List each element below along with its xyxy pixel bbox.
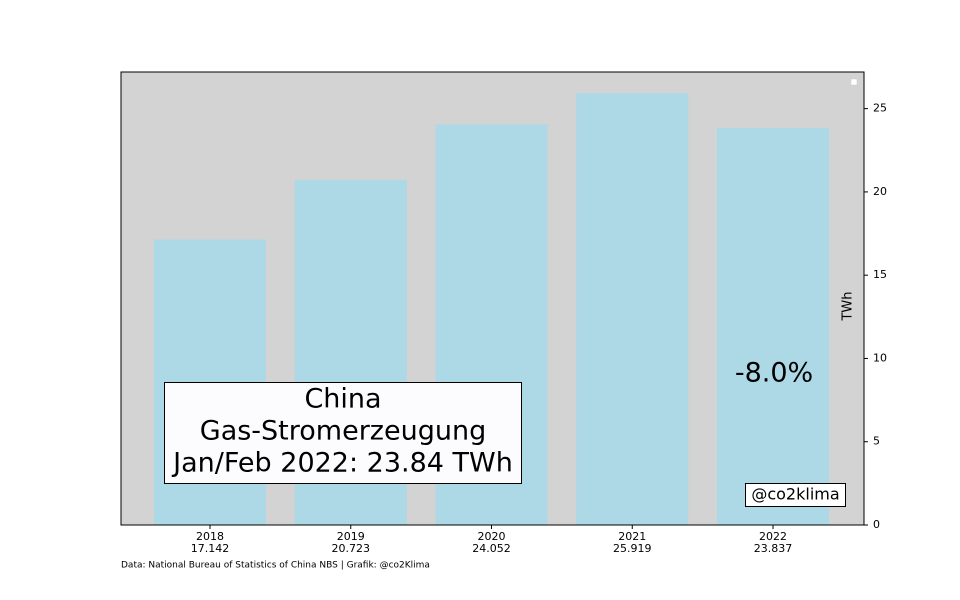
y-tick-label: 25 — [873, 102, 887, 115]
handle: @co2klima — [751, 485, 839, 504]
plot-frame — [120, 71, 865, 526]
y-tick-label: 5 — [873, 435, 880, 448]
x-tick-label: 2022 — [759, 530, 787, 543]
annotation-line: Jan/Feb 2022: 23.84 TWh — [171, 448, 513, 479]
legend — [850, 78, 858, 86]
annotation-line: Gas-Stromerzeugung — [200, 416, 486, 447]
x-tick-label: 2020 — [478, 530, 506, 543]
y-tick-label: 20 — [873, 185, 887, 198]
x-tick-label: 2021 — [618, 530, 646, 543]
bar — [717, 128, 829, 525]
source: Data: National Bureau of Statistics of C… — [121, 561, 430, 571]
y-tick-label: 10 — [873, 351, 887, 364]
x-tick-label: 2019 — [337, 530, 365, 543]
annotation-box — [164, 382, 522, 484]
x-value-label: 23.837 — [754, 542, 793, 555]
y-tick-label: 0 — [873, 518, 880, 531]
x-value-label: 20.723 — [332, 542, 371, 555]
y-tick-label: 15 — [873, 268, 887, 281]
bar — [576, 93, 689, 526]
x-value-label: 24.052 — [472, 542, 511, 555]
x-value-label: 25.919 — [613, 542, 652, 555]
x-tick-label: 2018 — [196, 530, 224, 543]
y-axis-label: TWh — [841, 291, 856, 321]
annotation-line: China — [304, 384, 381, 415]
change-label: -8.0% — [735, 358, 813, 389]
x-value-label: 17.142 — [191, 542, 230, 555]
handle-box — [745, 483, 846, 507]
